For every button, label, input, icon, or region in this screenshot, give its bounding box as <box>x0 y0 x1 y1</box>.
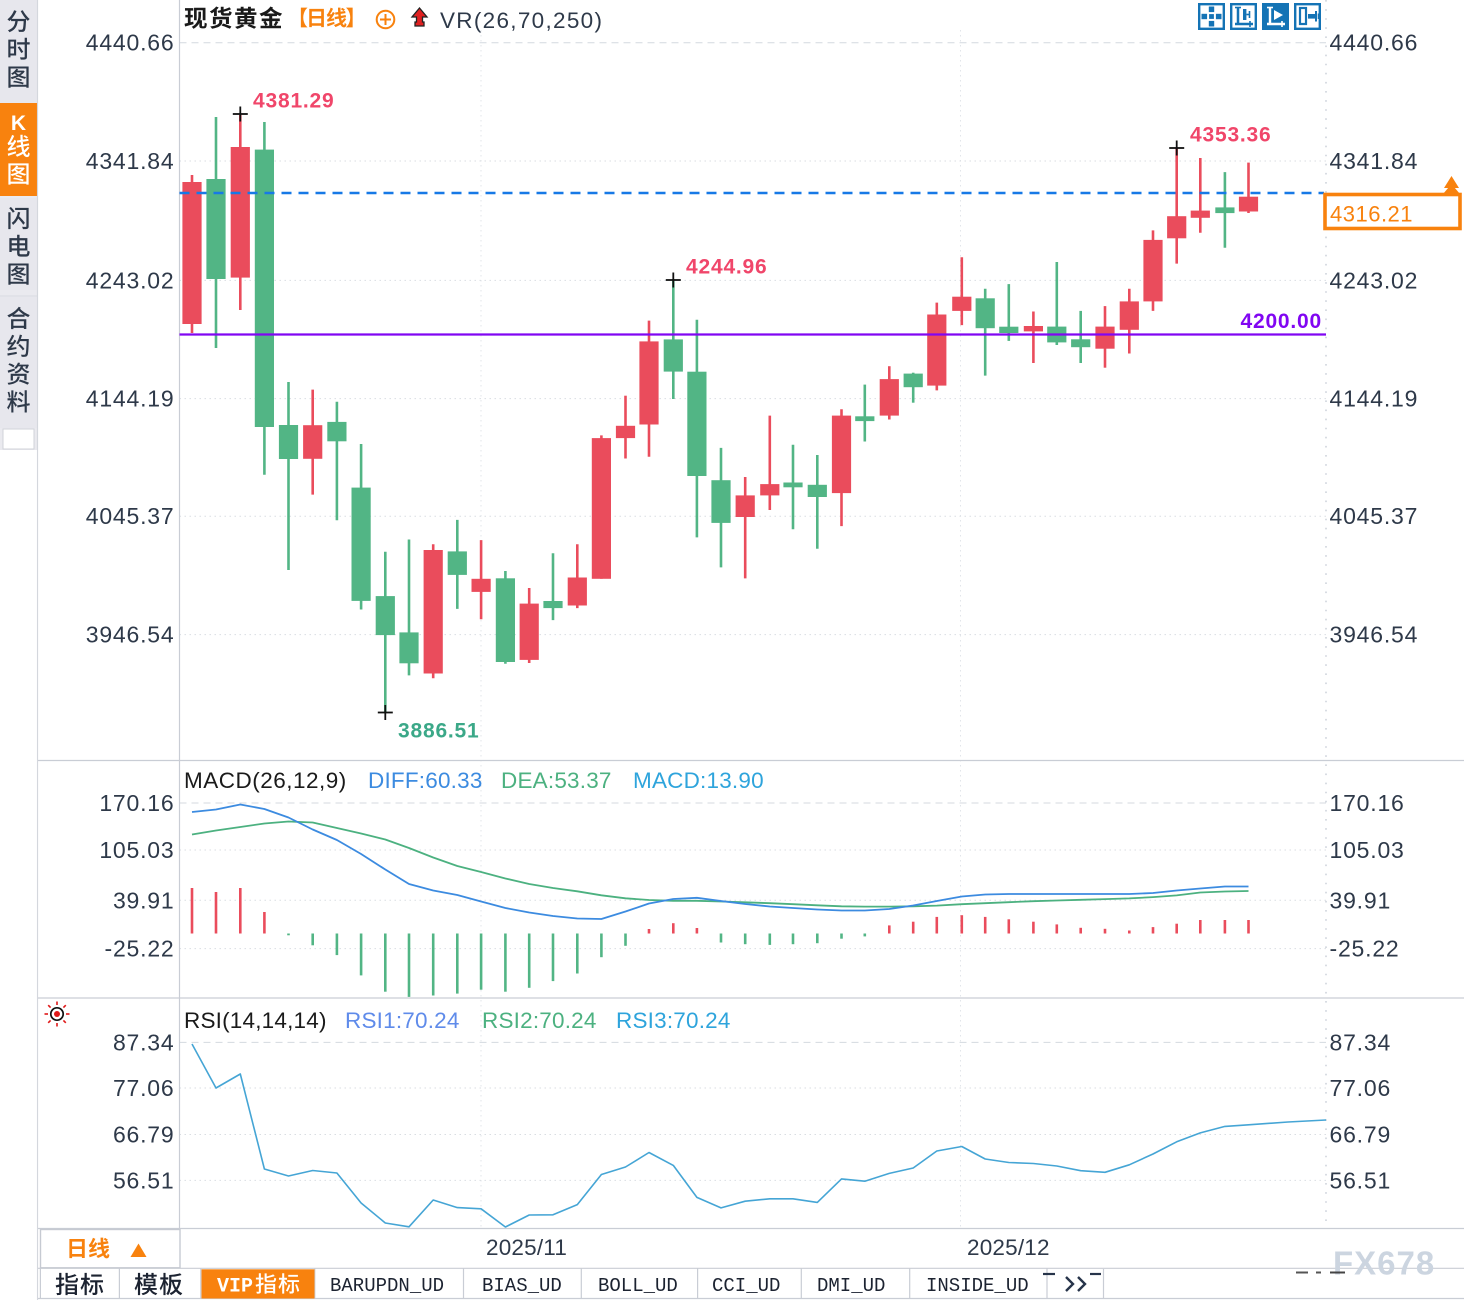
svg-text:77.06: 77.06 <box>1330 1075 1392 1101</box>
svg-text:CCI_UD: CCI_UD <box>712 1275 780 1297</box>
svg-text:4381.29: 4381.29 <box>253 90 335 113</box>
svg-text:BOLL_UD: BOLL_UD <box>598 1275 678 1297</box>
svg-text:-25.22: -25.22 <box>1330 936 1400 962</box>
svg-text:170.16: 170.16 <box>1330 790 1405 816</box>
svg-text:66.79: 66.79 <box>1330 1122 1392 1148</box>
svg-text:2025/11: 2025/11 <box>486 1235 567 1260</box>
svg-text:RSI3:70.24: RSI3:70.24 <box>616 1008 731 1033</box>
svg-text:87.34: 87.34 <box>1330 1029 1392 1055</box>
svg-text:4316.21: 4316.21 <box>1330 202 1413 227</box>
svg-text:-25.22: -25.22 <box>104 936 174 962</box>
svg-text:DIFF:60.33: DIFF:60.33 <box>368 768 483 793</box>
svg-text:56.51: 56.51 <box>113 1167 175 1193</box>
svg-text:39.91: 39.91 <box>1330 887 1392 913</box>
svg-text:4243.02: 4243.02 <box>86 267 175 293</box>
svg-text:77.06: 77.06 <box>113 1075 175 1101</box>
svg-text:2025/12: 2025/12 <box>967 1235 1050 1260</box>
svg-text:170.16: 170.16 <box>99 790 174 816</box>
svg-text:3886.51: 3886.51 <box>398 720 480 743</box>
svg-text:4144.19: 4144.19 <box>1330 386 1419 412</box>
svg-text:87.34: 87.34 <box>113 1029 175 1055</box>
svg-text:4341.84: 4341.84 <box>86 148 175 174</box>
svg-text:MACD:13.90: MACD:13.90 <box>633 768 764 793</box>
svg-text:4045.37: 4045.37 <box>86 503 175 529</box>
svg-text:RSI2:70.24: RSI2:70.24 <box>482 1008 597 1033</box>
svg-text:FX678: FX678 <box>1333 1245 1435 1282</box>
svg-text:VR(26,70,250): VR(26,70,250) <box>440 8 603 33</box>
svg-text:4440.66: 4440.66 <box>1330 30 1419 56</box>
svg-text:3946.54: 3946.54 <box>1330 622 1419 648</box>
svg-text:39.91: 39.91 <box>113 887 175 913</box>
svg-text:56.51: 56.51 <box>1330 1167 1392 1193</box>
svg-text:4341.84: 4341.84 <box>1330 148 1419 174</box>
svg-text:105.03: 105.03 <box>1330 837 1405 863</box>
svg-text:MACD(26,12,9): MACD(26,12,9) <box>184 768 347 793</box>
svg-text:K: K <box>11 112 26 135</box>
svg-text:3946.54: 3946.54 <box>86 622 175 648</box>
svg-text:66.79: 66.79 <box>113 1122 175 1148</box>
svg-text:4045.37: 4045.37 <box>1330 503 1419 529</box>
svg-text:RSI(14,14,14): RSI(14,14,14) <box>184 1008 327 1033</box>
svg-text:DMI_UD: DMI_UD <box>817 1275 885 1297</box>
svg-text:DEA:53.37: DEA:53.37 <box>501 768 612 793</box>
svg-text:BIAS_UD: BIAS_UD <box>482 1275 562 1297</box>
svg-text:BARUPDN_UD: BARUPDN_UD <box>330 1275 444 1297</box>
svg-text:VIP: VIP <box>217 1276 253 1299</box>
svg-text:4244.96: 4244.96 <box>686 256 768 279</box>
svg-text:105.03: 105.03 <box>99 837 174 863</box>
svg-text:4144.19: 4144.19 <box>86 386 175 412</box>
svg-text:4353.36: 4353.36 <box>1190 124 1272 147</box>
svg-text:INSIDE_UD: INSIDE_UD <box>926 1275 1029 1297</box>
svg-text:4243.02: 4243.02 <box>1330 267 1419 293</box>
svg-text:RSI1:70.24: RSI1:70.24 <box>345 1008 460 1033</box>
svg-text:4440.66: 4440.66 <box>86 30 175 56</box>
svg-text:4200.00: 4200.00 <box>1240 310 1322 333</box>
